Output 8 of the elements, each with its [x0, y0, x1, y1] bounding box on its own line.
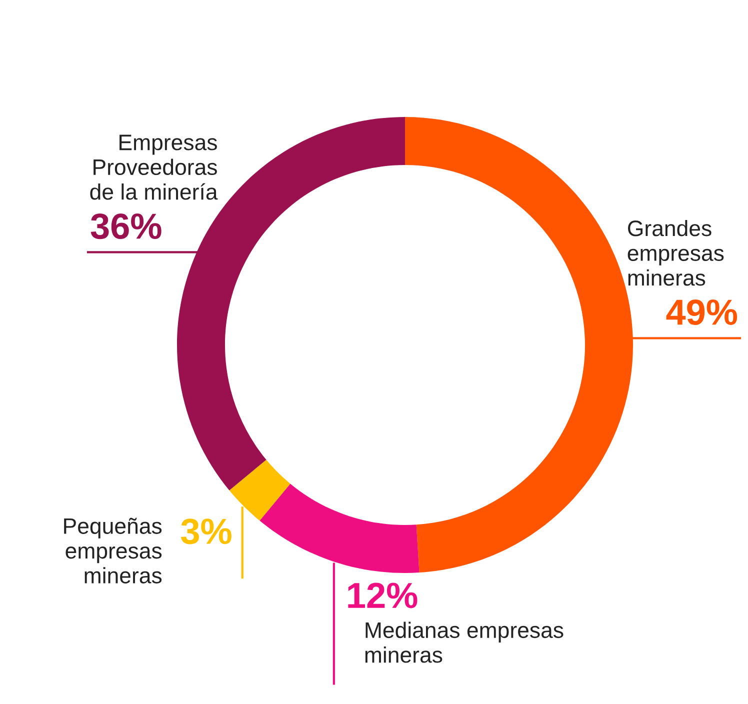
- slice-label: Empresas Proveedoras de la minería: [90, 134, 218, 200]
- data-label: 12%: [348, 582, 418, 608]
- data-label: 3%: [181, 518, 232, 544]
- data-label: 36%: [90, 213, 162, 240]
- slice-label: Medianas empresas mineras: [365, 622, 564, 663]
- slice-label: Pequeñas empresas mineras: [64, 518, 162, 584]
- data-label: 49%: [666, 299, 738, 326]
- slice-label: Grandes empresas mineras: [628, 220, 724, 286]
